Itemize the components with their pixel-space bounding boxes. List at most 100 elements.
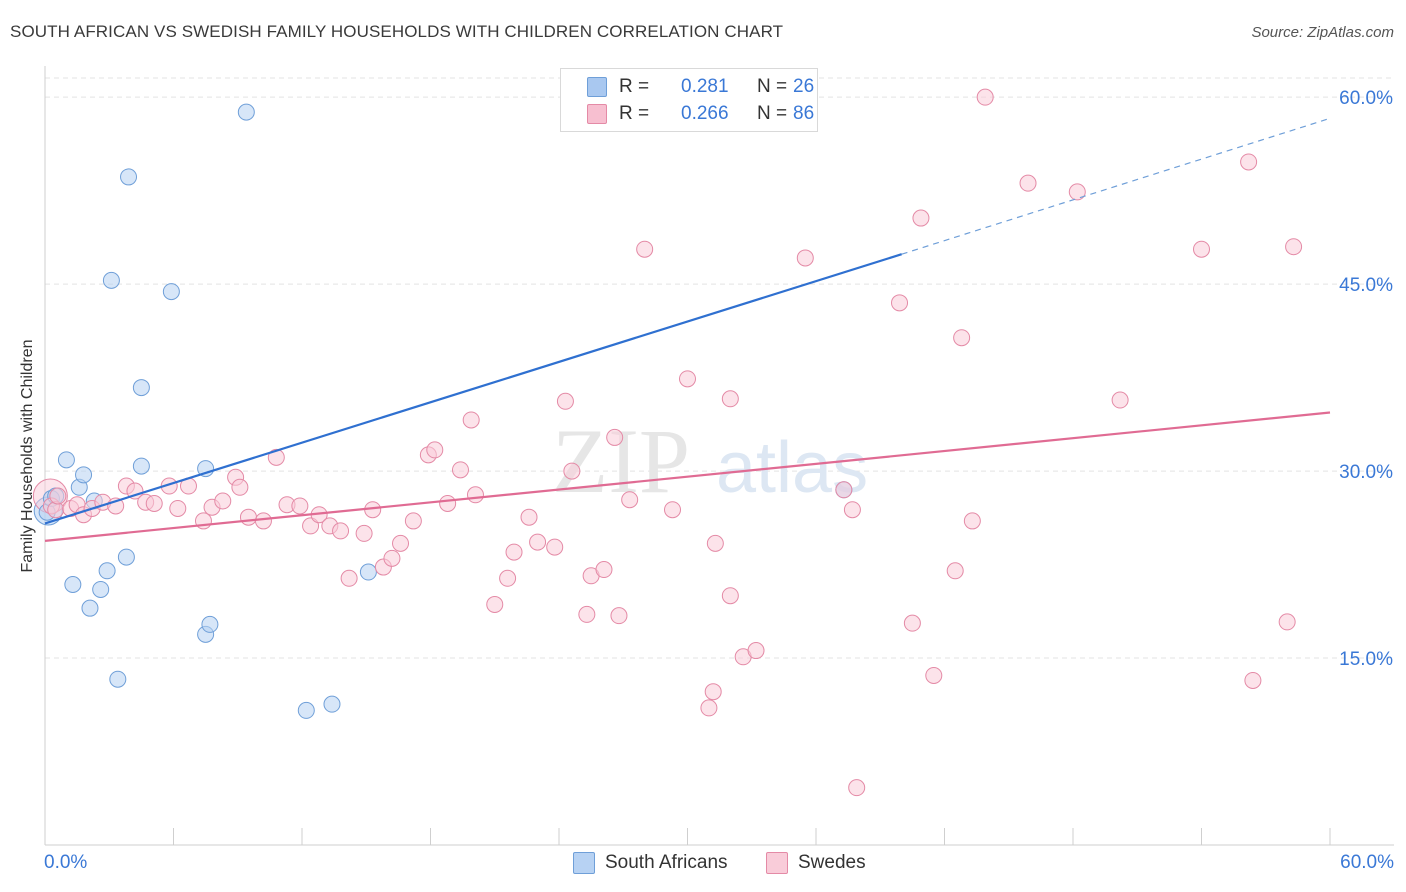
point-south-africans <box>297 701 315 719</box>
point-swedes <box>721 390 739 408</box>
point-south-africans <box>98 562 116 580</box>
point-south-africans <box>201 615 219 633</box>
chart-title: SOUTH AFRICAN VS SWEDISH FAMILY HOUSEHOL… <box>10 22 784 41</box>
point-swedes <box>462 411 480 429</box>
point-swedes <box>664 501 682 519</box>
point-south-africans <box>120 168 138 186</box>
point-swedes <box>1068 183 1086 201</box>
point-swedes <box>520 508 538 526</box>
point-swedes <box>1019 174 1037 192</box>
point-swedes <box>267 448 285 466</box>
point-swedes <box>486 595 504 613</box>
y-tick-label: 15.0% <box>1339 649 1393 670</box>
point-swedes <box>302 517 320 535</box>
point-swedes <box>546 538 564 556</box>
point-south-africans <box>57 451 75 469</box>
point-swedes <box>1240 153 1258 171</box>
point-swedes <box>1278 613 1296 631</box>
point-swedes <box>796 249 814 267</box>
point-swedes <box>843 501 861 519</box>
point-south-africans <box>162 283 180 301</box>
trend-line-south-africans-extension <box>901 117 1331 255</box>
point-swedes <box>340 569 358 587</box>
point-swedes <box>404 512 422 530</box>
point-swedes <box>291 497 309 515</box>
point-south-africans <box>323 695 341 713</box>
legend-swatch-swedes <box>766 852 788 874</box>
point-swedes <box>466 486 484 504</box>
x-tick-label-min: 0.0% <box>44 852 88 873</box>
y-tick-label: 45.0% <box>1339 275 1393 296</box>
point-swedes <box>912 209 930 227</box>
legend-swatch-swedes <box>587 104 607 124</box>
legend-label-south-africans: South Africans <box>605 852 728 873</box>
legend-item-south-africans: South Africans <box>573 852 728 874</box>
point-swedes <box>383 549 401 567</box>
point-swedes <box>556 392 574 410</box>
legend-r-value: 0.266 <box>681 103 729 124</box>
point-swedes <box>848 779 866 797</box>
point-swedes <box>49 487 67 505</box>
grid-lines <box>45 77 1394 659</box>
point-south-africans <box>109 670 127 688</box>
point-swedes <box>636 240 654 258</box>
legend-n-value: 86 <box>793 103 815 124</box>
y-tick-labels: 15.0% 30.0% 45.0% 60.0% <box>1339 88 1393 670</box>
point-swedes <box>578 605 596 623</box>
correlation-legend: R = 0.281 N = 26 R = 0.266 N = 86 <box>560 68 818 132</box>
point-swedes <box>721 587 739 605</box>
point-swedes <box>392 534 410 552</box>
point-swedes <box>214 492 232 510</box>
point-swedes <box>169 499 187 517</box>
axes <box>44 66 1394 846</box>
point-swedes <box>953 329 971 347</box>
point-swedes <box>332 522 350 540</box>
point-swedes <box>891 294 909 312</box>
legend-r-label: R = <box>619 76 650 97</box>
point-swedes <box>451 461 469 479</box>
point-south-africans <box>92 580 110 598</box>
legend-n-label: N = <box>757 103 788 124</box>
point-swedes <box>606 428 624 446</box>
trend-lines <box>44 117 1331 542</box>
point-swedes <box>1111 391 1129 409</box>
point-swedes <box>239 508 257 526</box>
point-swedes <box>976 88 994 106</box>
point-swedes <box>903 614 921 632</box>
trend-line-south-africans <box>44 253 902 525</box>
point-swedes <box>254 512 272 530</box>
point-swedes <box>145 494 163 512</box>
point-south-africans <box>64 576 82 594</box>
legend-n-label: N = <box>757 76 788 97</box>
watermark-zip: ZIP <box>552 410 690 512</box>
source-label: Source: ZipAtlas.com <box>1251 24 1394 41</box>
y-tick-label: 30.0% <box>1339 462 1393 483</box>
point-swedes <box>1244 671 1262 689</box>
point-swedes <box>499 569 517 587</box>
point-swedes <box>595 561 613 579</box>
point-swedes <box>963 512 981 530</box>
point-swedes <box>563 462 581 480</box>
point-swedes <box>505 543 523 561</box>
point-swedes <box>747 642 765 660</box>
point-south-africans <box>81 599 99 617</box>
point-swedes <box>231 478 249 496</box>
point-swedes <box>946 562 964 580</box>
y-tick-label: 60.0% <box>1339 88 1393 109</box>
legend-r-label: R = <box>619 103 650 124</box>
point-south-africans <box>132 457 150 475</box>
point-swedes <box>610 607 628 625</box>
point-swedes <box>835 481 853 499</box>
point-swedes <box>1285 238 1303 256</box>
legend-label-swedes: Swedes <box>798 852 866 873</box>
legend-swatch-south-africans <box>573 852 595 874</box>
point-south-africans <box>117 548 135 566</box>
point-swedes <box>700 699 718 717</box>
legend-item-swedes: Swedes <box>766 852 866 874</box>
point-swedes <box>439 494 457 512</box>
legend-r-value: 0.281 <box>681 76 729 97</box>
point-swedes <box>704 683 722 701</box>
point-south-africans <box>75 466 93 484</box>
legend-swatch-south-africans <box>587 77 607 97</box>
